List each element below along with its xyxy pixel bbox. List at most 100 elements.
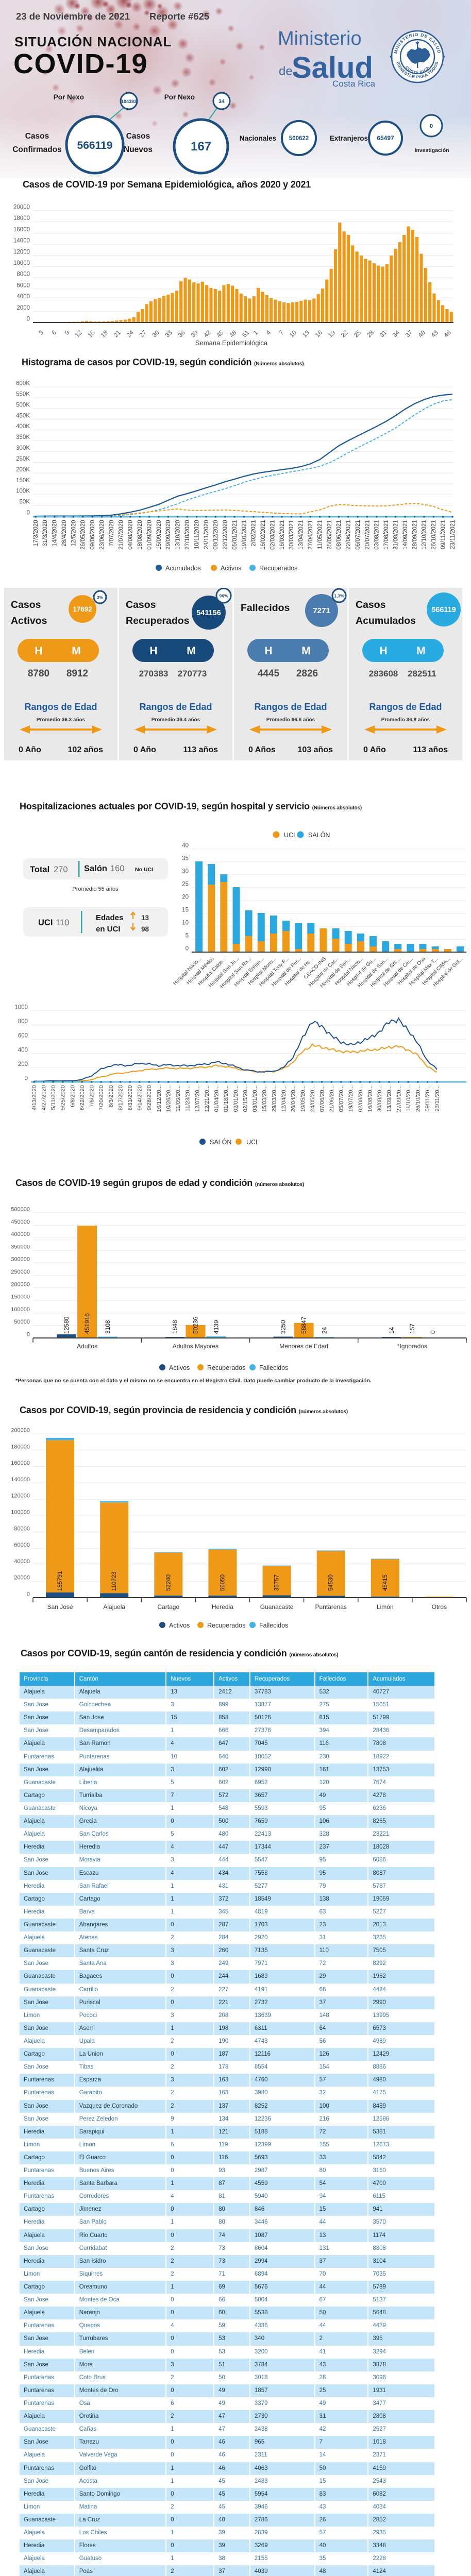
svg-text:18/08/2020: 18/08/2020 [137, 520, 143, 550]
svg-text:Por Nexo: Por Nexo [164, 93, 195, 101]
svg-text:16000: 16000 [13, 227, 30, 233]
svg-text:541156: 541156 [196, 609, 221, 617]
svg-text:27/09/20...: 27/09/20... [396, 1085, 402, 1112]
svg-text:42: 42 [202, 329, 212, 339]
svg-text:0: 0 [27, 510, 30, 516]
svg-text:40000: 40000 [14, 1558, 30, 1565]
svg-text:30/03/2021: 30/03/2021 [289, 520, 295, 550]
svg-text:21: 21 [112, 329, 122, 339]
svg-text:157: 157 [409, 1324, 416, 1334]
svg-text:113 años: 113 años [183, 745, 218, 754]
svg-text:50236: 50236 [192, 1316, 199, 1334]
svg-text:2/02/2021: 2/02/2021 [251, 520, 257, 546]
svg-text:110: 110 [56, 918, 69, 927]
svg-text:0: 0 [25, 1076, 28, 1082]
svg-text:0: 0 [430, 123, 433, 129]
svg-text:250K: 250K [16, 456, 30, 462]
svg-text:23/11/20...: 23/11/20... [434, 1085, 441, 1111]
svg-text:22: 22 [340, 329, 350, 339]
svg-text:200000: 200000 [11, 1428, 30, 1434]
svg-text:26/04/20...: 26/04/20... [291, 1085, 297, 1112]
svg-text:270773: 270773 [178, 669, 207, 679]
svg-text:6000: 6000 [16, 282, 30, 289]
svg-text:Nacionales: Nacionales [240, 134, 276, 142]
svg-text:21/07/2020: 21/07/2020 [118, 520, 124, 550]
svg-text:500K: 500K [16, 402, 30, 408]
svg-text:10: 10 [288, 329, 298, 339]
svg-text:Promedio 66.6 años: Promedio 66.6 años [266, 717, 315, 723]
svg-text:08/06/2021: 08/06/2021 [336, 520, 342, 550]
svg-text:Acumulados: Acumulados [356, 615, 416, 626]
svg-text:Recuperados: Recuperados [126, 615, 190, 626]
svg-text:6: 6 [50, 329, 58, 336]
svg-text:10/26/20...: 10/26/20... [166, 1085, 172, 1112]
svg-text:30/08/20...: 30/08/20... [377, 1085, 383, 1112]
svg-text:13/09/20...: 13/09/20... [386, 1085, 393, 1112]
svg-text:Promedio 36.4 años: Promedio 36.4 años [152, 717, 200, 723]
svg-text:13: 13 [141, 914, 149, 922]
svg-text:Cartago: Cartago [157, 1603, 179, 1611]
svg-text:200: 200 [18, 1061, 28, 1067]
svg-text:46: 46 [443, 329, 453, 339]
svg-text:58847: 58847 [300, 1316, 308, 1334]
svg-text:M: M [72, 645, 81, 657]
svg-text:10: 10 [182, 920, 189, 926]
svg-text:Costa Rica: Costa Rica [332, 79, 376, 89]
svg-text:4000: 4000 [16, 294, 30, 300]
svg-text:15: 15 [86, 329, 96, 339]
svg-text:01/18/20...: 01/18/20... [223, 1085, 229, 1112]
svg-text:11/10/20...: 11/10/20... [406, 1085, 412, 1111]
svg-text:3: 3 [37, 329, 45, 336]
svg-text:300000: 300000 [11, 1257, 30, 1263]
svg-text:31: 31 [378, 329, 389, 339]
svg-text:San José: San José [47, 1603, 73, 1611]
svg-text:Nuevos: Nuevos [124, 145, 153, 154]
svg-text:Confirmados: Confirmados [12, 145, 62, 154]
svg-text:23/11/2021: 23/11/2021 [450, 520, 456, 549]
svg-text:M: M [416, 645, 426, 657]
svg-text:Salón: Salón [84, 864, 107, 873]
svg-text:0 Año: 0 Año [363, 745, 386, 754]
svg-text:22/12/2020: 22/12/2020 [223, 520, 229, 550]
svg-text:16: 16 [314, 329, 324, 339]
svg-text:09/06/2020: 09/06/2020 [90, 520, 96, 550]
svg-text:600: 600 [18, 1033, 28, 1039]
svg-text:Recuperados: Recuperados [259, 565, 297, 572]
svg-text:48: 48 [228, 329, 238, 339]
svg-text:01/04/20...: 01/04/20... [214, 1085, 220, 1112]
svg-text:03/01/20...: 03/01/20... [252, 1085, 258, 1112]
svg-text:Activos: Activos [169, 1364, 190, 1371]
svg-text:7: 7 [278, 329, 285, 336]
svg-text:24/05/20...: 24/05/20... [310, 1085, 316, 1112]
svg-text:96%: 96% [219, 594, 228, 599]
svg-text:08/12/2020: 08/12/2020 [213, 520, 219, 550]
svg-text:Promedio 36,8 años: Promedio 36,8 años [381, 717, 430, 723]
svg-text:40: 40 [417, 329, 427, 339]
svg-text:60000: 60000 [14, 1542, 30, 1548]
svg-text:Activos: Activos [169, 1622, 190, 1629]
svg-text:0 Año: 0 Año [19, 745, 41, 754]
svg-text:05/07/20...: 05/07/20... [339, 1085, 345, 1112]
svg-text:54530: 54530 [328, 1574, 334, 1591]
svg-text:10/11/2020: 10/11/2020 [194, 520, 200, 549]
svg-text:Rangos de Edad: Rangos de Edad [24, 702, 97, 712]
svg-text:450000: 450000 [11, 1219, 30, 1225]
svg-text:8000: 8000 [16, 272, 30, 278]
svg-text:15/09/2020: 15/09/2020 [156, 520, 162, 550]
svg-text:350K: 350K [16, 434, 30, 440]
svg-text:Guanacaste: Guanacaste [260, 1603, 294, 1611]
svg-text:Rangos de Edad: Rangos de Edad [254, 702, 327, 712]
svg-text:150K: 150K [16, 478, 30, 484]
svg-text:167: 167 [191, 140, 211, 154]
svg-text:Fallecidos: Fallecidos [241, 602, 290, 614]
svg-text:Salud: Salud [292, 51, 373, 84]
svg-text:3%: 3% [97, 595, 104, 600]
svg-text:8912: 8912 [66, 668, 88, 679]
svg-text:UCI: UCI [38, 918, 53, 927]
svg-text:45: 45 [215, 329, 225, 339]
svg-text:34: 34 [391, 329, 401, 339]
svg-text:H: H [149, 645, 157, 657]
svg-text:270: 270 [54, 865, 68, 874]
svg-text:Promedio 36.3 años: Promedio 36.3 años [37, 717, 86, 723]
svg-text:160000: 160000 [11, 1460, 30, 1466]
